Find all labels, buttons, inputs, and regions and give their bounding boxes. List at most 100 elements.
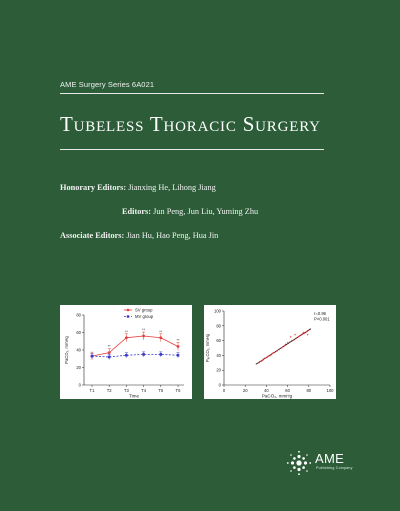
- data-point: [269, 354, 272, 357]
- data-point: [305, 330, 308, 333]
- data-point: [273, 351, 276, 354]
- data-point: [302, 331, 305, 334]
- x-tick-label: 20: [243, 388, 248, 393]
- significance-label: **: [125, 329, 129, 334]
- data-point: [298, 335, 301, 338]
- x-tick-label: 40: [264, 388, 269, 393]
- y-tick-label: 60: [216, 338, 221, 343]
- data-point: [263, 357, 266, 360]
- honorary-editors: Honorary Editors: Jianxing He, Lihong Ji…: [60, 183, 216, 192]
- scatter-chart: 0 20 40 60 80 100 0 20 40 60 80 100 PaCO₂, mmHg PₑₜCO…: [205, 309, 335, 399]
- ame-logo-icon: [286, 450, 312, 476]
- bottom-rule: [60, 149, 324, 150]
- editor-role: Honorary Editors:: [60, 183, 127, 192]
- y-tick-label: 20: [76, 365, 81, 370]
- data-point: [280, 347, 283, 349]
- data-point: [307, 329, 310, 332]
- x-tick-label: T5: [158, 388, 164, 393]
- legend-label: SV group: [135, 308, 153, 313]
- significance-label: **: [108, 344, 112, 349]
- data-point: [260, 360, 262, 363]
- legend-label: MV group: [135, 314, 154, 319]
- data-point: [299, 334, 302, 337]
- editors: Editors: Jun Peng, Jun Liu, Yuming Zhu: [122, 207, 258, 216]
- data-point: [90, 354, 94, 358]
- book-title: Tubeless Thoracic Surgery: [60, 112, 321, 136]
- legend-marker: [126, 315, 130, 318]
- x-tick-label: 100: [327, 388, 335, 393]
- data-point: [125, 336, 128, 340]
- y-tick-label: 80: [76, 313, 81, 318]
- publisher-name: AME: [315, 451, 345, 466]
- data-point: [297, 336, 300, 338]
- editor-names: Jian Hu, Hao Peng, Hua Jin: [126, 231, 219, 240]
- stat-annotation: r=0.96: [314, 311, 327, 316]
- data-point: [107, 355, 111, 359]
- data-point: [271, 352, 274, 355]
- series-label: AME Surgery Series 6A021: [60, 80, 155, 89]
- data-point: [142, 334, 145, 338]
- x-tick-label: 0: [223, 388, 226, 393]
- data-point: [289, 336, 292, 338]
- significance-label: **: [159, 329, 163, 334]
- x-tick-label: T6: [176, 388, 182, 393]
- stat-annotation: P<0.001: [314, 317, 330, 322]
- x-axis-label: PaCO₂, mmHg: [262, 394, 293, 399]
- y-tick-label: 20: [216, 368, 221, 373]
- x-tick-label: T2: [107, 388, 113, 393]
- data-point: [125, 353, 128, 357]
- associate-editors: Associate Editors: Jian Hu, Hao Peng, Hu…: [60, 231, 218, 240]
- data-point: [258, 361, 260, 364]
- data-point: [294, 333, 296, 336]
- top-rule: [60, 93, 324, 94]
- data-point: [278, 348, 281, 351]
- data-point: [286, 341, 289, 344]
- legend-marker: [126, 308, 130, 312]
- data-point: [303, 332, 306, 335]
- data-point: [159, 336, 163, 340]
- editor-role: Editors:: [122, 207, 152, 216]
- data-point: [261, 359, 264, 362]
- data-point: [107, 351, 111, 355]
- data-point: [266, 355, 269, 358]
- data-point: [301, 333, 304, 335]
- data-point: [306, 333, 309, 336]
- significance-label: **: [142, 327, 146, 332]
- data-point: [288, 341, 291, 343]
- x-tick-label: T1: [90, 388, 96, 393]
- data-point: [265, 356, 268, 359]
- data-point: [283, 344, 286, 347]
- y-axis-label: PaCO₂, mmHg: [64, 335, 69, 363]
- series-line: [91, 353, 179, 358]
- x-tick-label: 60: [285, 388, 290, 393]
- x-tick-label: 80: [306, 388, 311, 393]
- data-point: [159, 353, 163, 356]
- y-tick-label: 40: [76, 348, 81, 353]
- publisher-tagline: Publishing Company: [316, 466, 353, 470]
- data-point: [176, 353, 180, 357]
- x-axis-label: Time: [129, 394, 139, 399]
- data-point: [295, 337, 297, 340]
- editor-names: Jun Peng, Jun Liu, Yuming Zhu: [153, 207, 259, 216]
- y-tick-label: 80: [216, 323, 221, 328]
- data-point: [290, 339, 293, 342]
- significance-label: **: [176, 338, 180, 343]
- y-tick-label: 40: [216, 353, 221, 358]
- data-point: [176, 345, 180, 348]
- line-chart: 0 20 40 60 80 T1 T2 T3 T4 T5 T6 Time PaCO₂, mmHg ** **…: [64, 308, 184, 399]
- data-point: [281, 346, 284, 349]
- data-point: [267, 355, 270, 358]
- y-tick-label: 100: [214, 309, 222, 314]
- x-tick-label: T4: [141, 388, 147, 393]
- y-tick-label: 60: [76, 330, 81, 335]
- y-tick-label: 0: [219, 383, 222, 388]
- editor-names: Jianxing He, Lihong Jiang: [128, 183, 216, 192]
- data-point: [142, 353, 145, 356]
- line-chart-panel: 0 20 40 60 80 T1 T2 T3 T4 T5 T6 Time PaCO₂, mmHg ** **…: [60, 305, 192, 399]
- y-axis-label: PₑₜCO₂, mmHg: [205, 333, 210, 362]
- data-point: [276, 350, 278, 352]
- data-point: [284, 343, 287, 346]
- data-point: [293, 338, 295, 341]
- data-point: [270, 353, 273, 355]
